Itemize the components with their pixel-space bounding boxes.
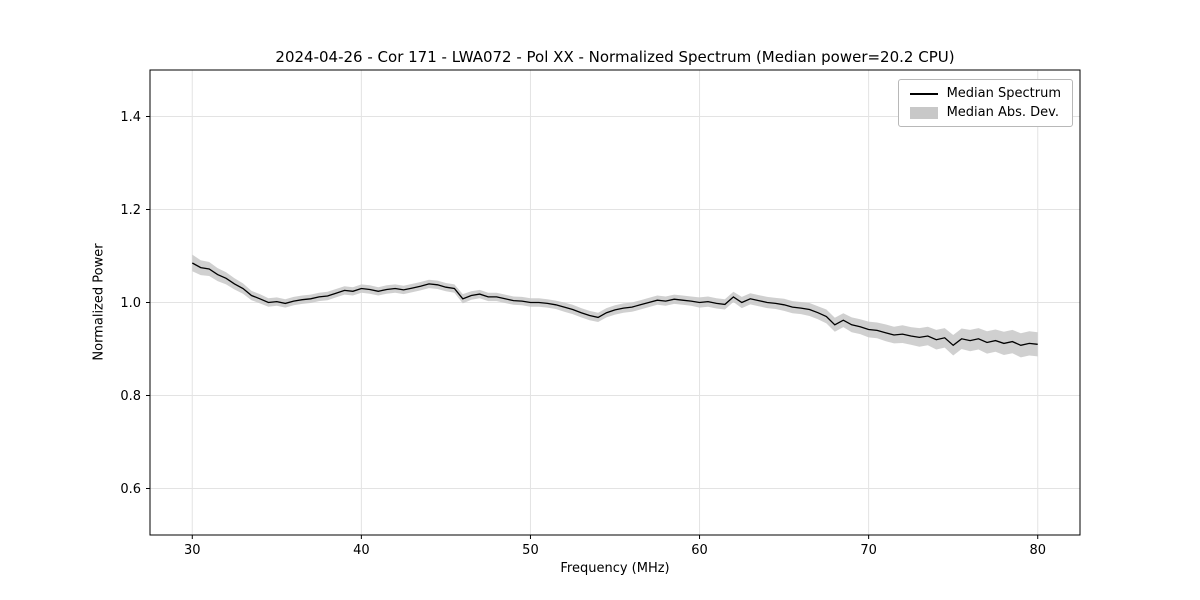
legend: Median Spectrum Median Abs. Dev.	[897, 79, 1073, 127]
patch-swatch-icon	[909, 106, 938, 119]
line-swatch-icon	[909, 92, 938, 95]
x-tick-label: 30	[184, 543, 201, 558]
legend-item-median-spectrum: Median Spectrum	[909, 86, 1061, 101]
x-tick-label: 80	[1029, 543, 1046, 558]
legend-label: Median Spectrum	[946, 86, 1061, 101]
x-tick-label: 50	[522, 543, 539, 558]
y-tick-label: 1.4	[120, 110, 141, 125]
axes-frame	[149, 69, 1081, 536]
y-tick-label: 0.6	[120, 482, 141, 497]
x-tick-label: 40	[353, 543, 370, 558]
legend-item-median-abs-dev: Median Abs. Dev.	[909, 105, 1061, 120]
y-tick-label: 0.8	[120, 389, 141, 404]
y-tick-label: 1.0	[120, 296, 141, 311]
mad-band	[192, 254, 1038, 358]
x-tick-label: 70	[860, 543, 877, 558]
legend-label: Median Abs. Dev.	[946, 105, 1060, 120]
y-tick-label: 1.2	[120, 203, 141, 218]
chart-title: 2024-04-26 - Cor 171 - LWA072 - Pol XX -…	[275, 48, 955, 66]
x-tick-label: 60	[691, 543, 708, 558]
median-spectrum-line	[191, 262, 1038, 347]
y-axis-label: Normalized Power	[91, 243, 107, 361]
x-axis-label: Frequency (MHz)	[560, 561, 670, 576]
